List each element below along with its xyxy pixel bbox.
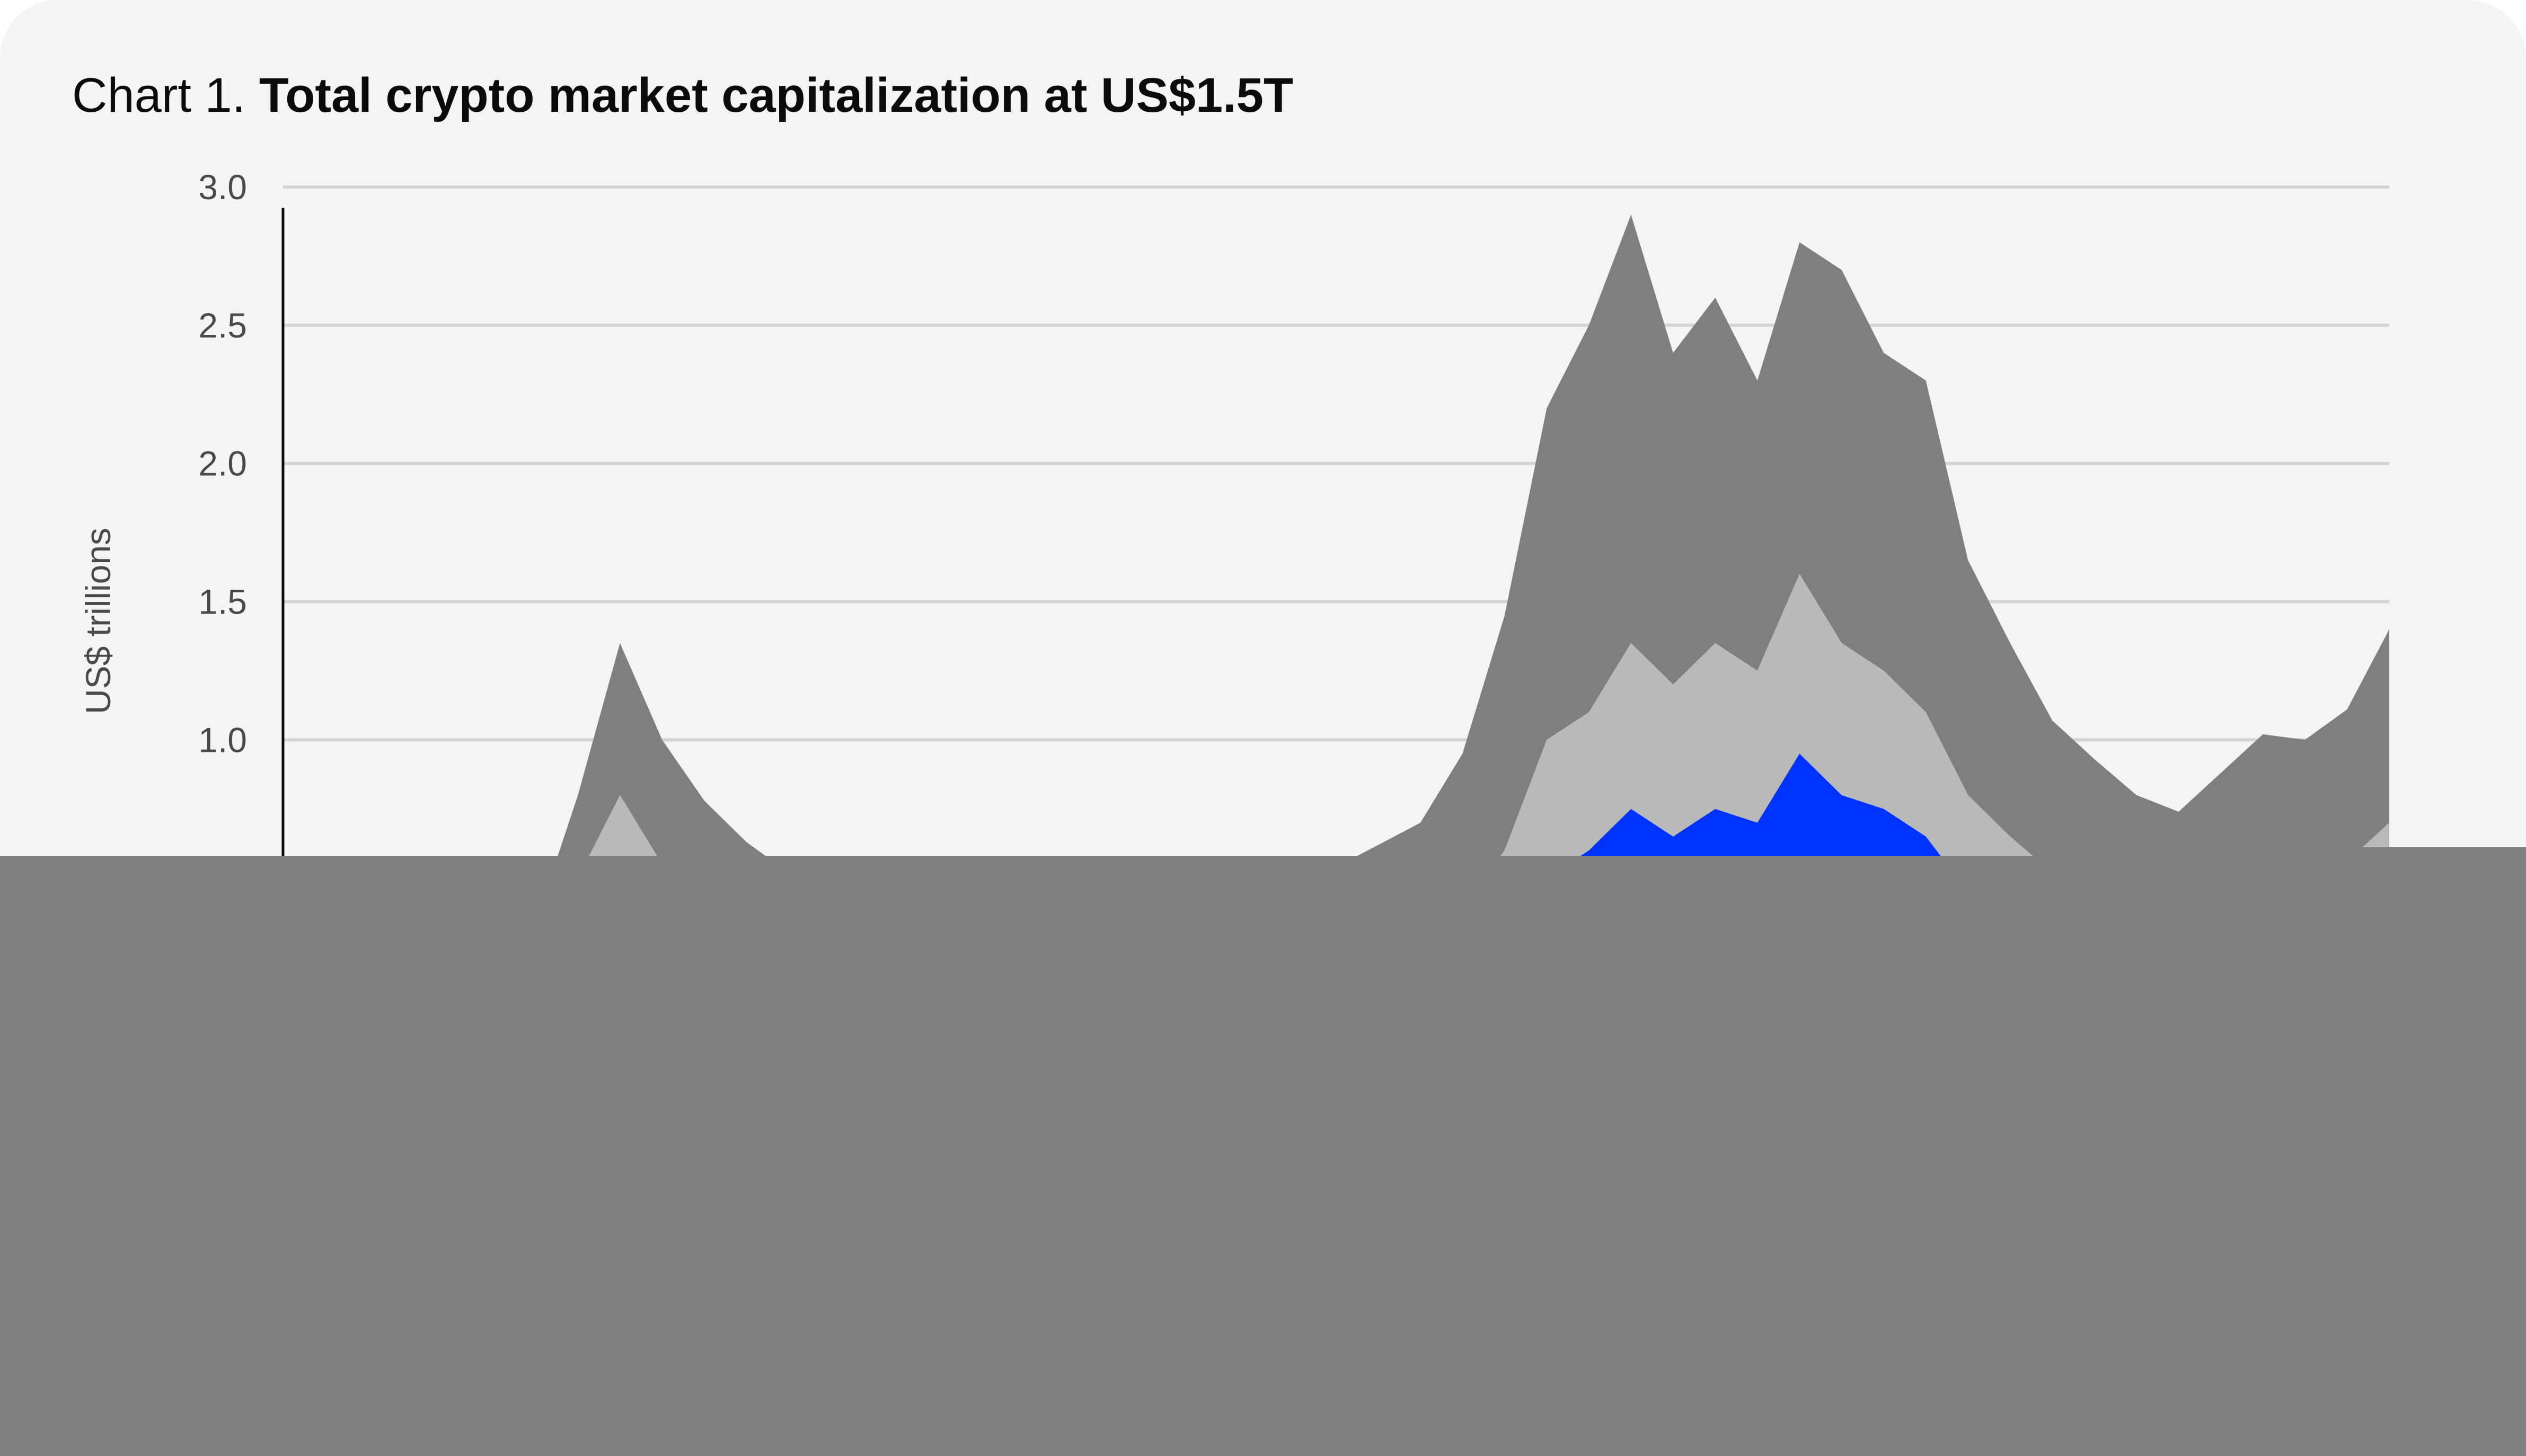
occluding-overlay-tab [2290,847,2526,868]
y-axis-label: US$ trillions [78,528,118,714]
y-tick-label: 3.0 [198,167,247,207]
area-series-mid [283,574,2389,1014]
occluding-overlay [0,856,2526,1456]
y-tick-labels: 3.0 2.5 2.0 1.5 1.0 [198,167,247,759]
chart-title-prefix: Chart 1. [72,68,246,122]
chart-title-text: Total crypto market capitalization at US… [259,68,1294,122]
y-tick-label: 1.5 [198,582,247,621]
chart-title: Chart 1. Total crypto market capitalizat… [72,68,1293,123]
gridlines [283,185,2389,742]
y-tick-label: 2.0 [198,444,247,483]
area-series-total [283,215,2389,1011]
y-tick-label: 2.5 [198,306,247,345]
y-tick-label: 1.0 [198,720,247,759]
